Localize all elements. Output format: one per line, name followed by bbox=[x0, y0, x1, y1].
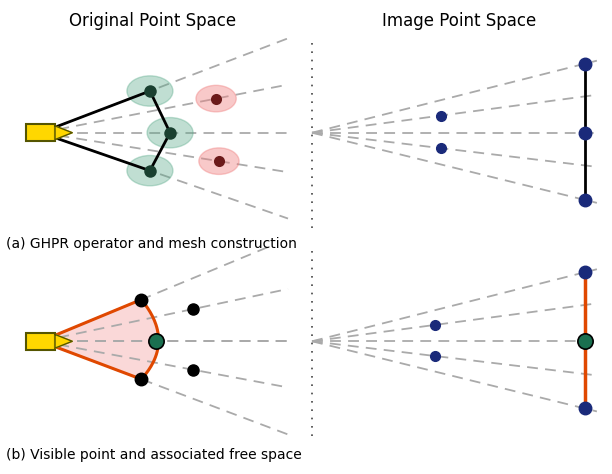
Polygon shape bbox=[55, 126, 72, 139]
Circle shape bbox=[127, 76, 173, 106]
Text: Image Point Space: Image Point Space bbox=[382, 12, 536, 30]
Text: (a) GHPR operator and mesh construction: (a) GHPR operator and mesh construction bbox=[6, 237, 297, 251]
Circle shape bbox=[127, 155, 173, 186]
Text: (b) Visible point and associated free space: (b) Visible point and associated free sp… bbox=[6, 448, 302, 462]
Polygon shape bbox=[55, 335, 72, 348]
Text: Original Point Space: Original Point Space bbox=[69, 12, 237, 30]
FancyBboxPatch shape bbox=[26, 124, 55, 141]
Circle shape bbox=[196, 85, 236, 112]
Polygon shape bbox=[40, 300, 159, 379]
Circle shape bbox=[199, 148, 239, 174]
Circle shape bbox=[147, 118, 193, 148]
FancyBboxPatch shape bbox=[26, 333, 55, 350]
